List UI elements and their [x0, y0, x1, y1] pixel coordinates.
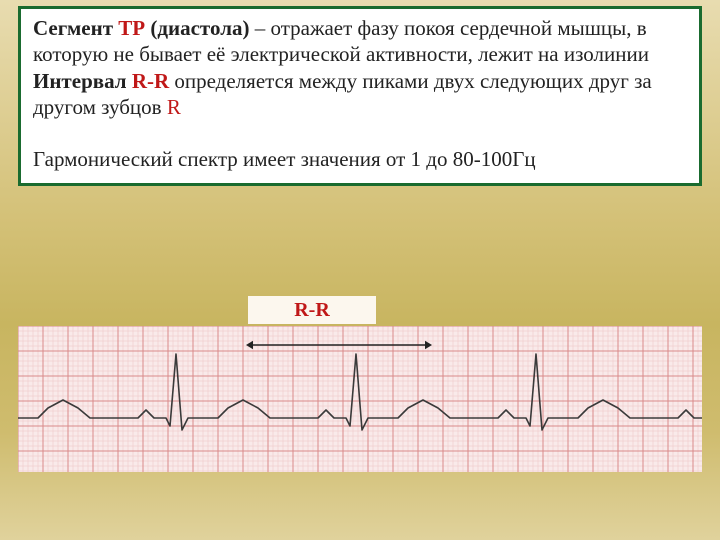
rr-double-arrow [246, 338, 432, 352]
r-highlight: R [167, 95, 181, 119]
paragraph-3: Гармонический спектр имеет значения от 1… [33, 146, 687, 172]
diastole-label: (диастола) [145, 16, 249, 40]
info-text-box: Сегмент ТР (диастола) – отражает фазу по… [18, 6, 702, 186]
paragraph-1: Сегмент ТР (диастола) – отражает фазу по… [33, 15, 687, 68]
rr-highlight: R-R [132, 69, 169, 93]
segment-label: Сегмент [33, 16, 118, 40]
paragraph-blank [33, 120, 687, 146]
interval-label: Интервал [33, 69, 132, 93]
paragraph-2: Интервал R-R определяется между пиками д… [33, 68, 687, 121]
tp-highlight: ТР [118, 16, 145, 40]
rr-interval-label: R-R [248, 296, 376, 324]
